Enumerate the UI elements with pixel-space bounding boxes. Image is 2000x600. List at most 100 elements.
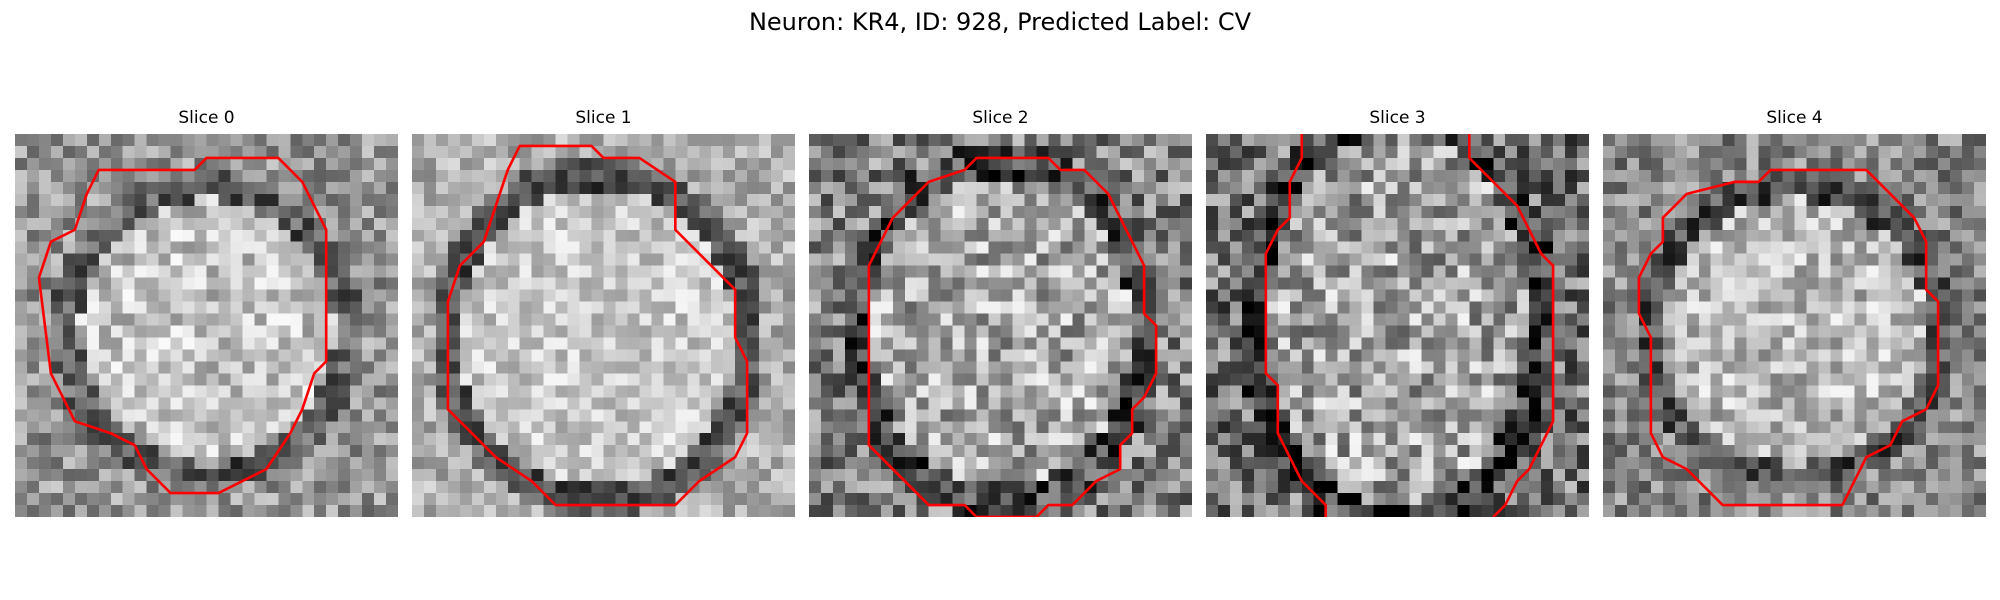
pixel bbox=[1217, 145, 1231, 159]
pixel bbox=[194, 385, 207, 398]
pixel bbox=[940, 469, 953, 482]
pixel bbox=[1481, 277, 1494, 290]
pixel bbox=[723, 505, 736, 517]
pixel bbox=[1722, 337, 1735, 350]
pixel bbox=[1674, 337, 1688, 350]
pixel bbox=[110, 181, 123, 195]
pixel bbox=[1457, 145, 1470, 159]
pixel bbox=[1349, 409, 1362, 422]
pixel bbox=[1638, 421, 1652, 434]
pixel bbox=[1156, 469, 1169, 482]
pixel bbox=[1277, 493, 1291, 506]
pixel bbox=[1325, 134, 1338, 147]
pixel bbox=[374, 277, 387, 290]
pixel bbox=[495, 337, 508, 350]
pixel bbox=[146, 457, 159, 470]
pixel bbox=[1758, 134, 1771, 147]
slice-title: Slice 3 bbox=[1369, 108, 1426, 128]
pixel bbox=[38, 301, 52, 314]
pixel bbox=[459, 409, 473, 422]
pixel bbox=[386, 217, 398, 230]
pixel bbox=[1217, 469, 1231, 482]
pixel bbox=[1421, 217, 1434, 230]
pixel bbox=[1108, 505, 1121, 517]
pixel bbox=[1000, 433, 1013, 446]
pixel bbox=[1301, 505, 1314, 517]
pixel bbox=[832, 421, 846, 434]
pixel bbox=[326, 337, 339, 350]
pixel bbox=[1024, 325, 1037, 338]
pixel bbox=[412, 505, 425, 517]
pixel bbox=[254, 457, 267, 470]
pixel bbox=[687, 505, 700, 517]
pixel bbox=[206, 193, 219, 207]
pixel bbox=[242, 505, 255, 517]
pixel bbox=[1313, 193, 1326, 207]
pixel bbox=[15, 337, 28, 350]
pixel bbox=[423, 241, 437, 254]
pixel bbox=[1397, 205, 1410, 219]
pixel bbox=[1265, 181, 1279, 195]
pixel bbox=[1746, 253, 1759, 266]
pixel bbox=[1770, 385, 1783, 398]
pixel bbox=[374, 145, 387, 159]
pixel bbox=[218, 349, 231, 362]
pixel bbox=[1168, 337, 1181, 350]
pixel bbox=[1603, 409, 1616, 422]
pixel bbox=[591, 361, 604, 374]
pixel bbox=[98, 301, 111, 314]
pixel bbox=[820, 361, 834, 374]
pixel bbox=[1000, 181, 1013, 195]
pixel bbox=[639, 349, 652, 362]
pixel bbox=[146, 181, 159, 195]
pixel bbox=[519, 169, 532, 183]
pixel bbox=[892, 241, 905, 254]
pixel bbox=[1120, 181, 1133, 195]
pixel bbox=[386, 469, 398, 482]
pixel bbox=[615, 193, 628, 207]
pixel bbox=[1241, 421, 1255, 434]
pixel bbox=[663, 445, 676, 458]
pixel bbox=[844, 457, 858, 470]
pixel bbox=[1277, 241, 1291, 254]
pixel bbox=[1206, 289, 1219, 302]
pixel bbox=[615, 337, 628, 350]
pixel bbox=[218, 313, 231, 326]
pixel bbox=[663, 493, 676, 506]
pixel bbox=[122, 265, 135, 278]
pixel bbox=[1529, 205, 1542, 219]
pixel bbox=[1433, 505, 1446, 517]
pixel bbox=[1770, 145, 1783, 159]
pixel bbox=[1914, 385, 1927, 398]
pixel bbox=[1914, 253, 1927, 266]
pixel bbox=[278, 481, 291, 494]
pixel bbox=[1180, 181, 1192, 195]
pixel bbox=[435, 181, 449, 195]
pixel bbox=[1577, 337, 1589, 350]
pixel bbox=[1409, 493, 1422, 506]
pixel bbox=[194, 397, 207, 410]
pixel bbox=[447, 217, 461, 230]
pixel bbox=[663, 337, 676, 350]
pixel bbox=[844, 481, 858, 494]
pixel bbox=[1698, 457, 1711, 470]
pixel bbox=[1866, 373, 1879, 386]
pixel bbox=[892, 289, 905, 302]
pixel bbox=[483, 361, 497, 374]
pixel bbox=[1108, 325, 1121, 338]
pixel bbox=[26, 169, 40, 183]
pixel bbox=[1409, 289, 1422, 302]
pixel bbox=[1541, 181, 1554, 195]
pixel bbox=[1060, 337, 1073, 350]
pixel bbox=[278, 325, 291, 338]
pixel bbox=[1710, 361, 1723, 374]
pixel bbox=[976, 277, 989, 290]
pixel bbox=[1890, 277, 1903, 290]
pixel bbox=[699, 265, 712, 278]
pixel bbox=[435, 409, 449, 422]
pixel bbox=[386, 349, 398, 362]
pixel bbox=[1385, 181, 1398, 195]
pixel bbox=[1529, 289, 1542, 302]
pixel bbox=[1349, 277, 1362, 290]
pixel bbox=[940, 253, 953, 266]
